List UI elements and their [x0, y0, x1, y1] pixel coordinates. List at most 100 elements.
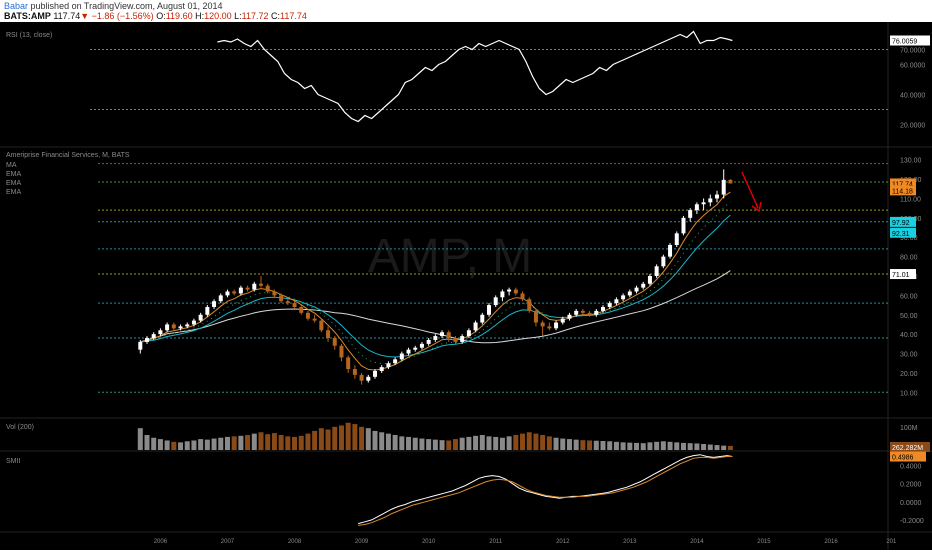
- candle-body: [359, 374, 364, 381]
- volume-bar: [385, 433, 391, 450]
- volume-bar: [647, 442, 653, 450]
- volume-bar: [137, 428, 143, 450]
- volume-bar: [426, 439, 432, 450]
- candle-body: [500, 291, 505, 298]
- candle-body: [540, 322, 545, 327]
- volume-bar: [587, 440, 593, 450]
- volume-bar: [566, 439, 572, 450]
- author-link[interactable]: Babar: [4, 1, 29, 11]
- candle-body: [446, 332, 451, 339]
- candle-body: [621, 295, 626, 300]
- price-tag-box: [890, 185, 916, 196]
- rsi-line: [217, 30, 733, 123]
- candle-body: [507, 289, 512, 292]
- volume-title: Vol (200): [6, 424, 34, 431]
- volume-bar: [654, 441, 660, 450]
- volume-bar: [667, 441, 673, 450]
- candle-body: [721, 179, 726, 195]
- volume-bar: [593, 440, 599, 450]
- down-arrow-icon: ▼: [80, 11, 90, 21]
- volume-bar: [298, 435, 304, 450]
- candle-body: [225, 291, 230, 296]
- smii-tick-label: 0.4000: [900, 464, 922, 471]
- candle-body: [460, 336, 465, 342]
- volume-bar: [479, 435, 485, 450]
- volume-bar: [365, 428, 371, 450]
- x-tick-label: 2013: [623, 539, 637, 545]
- high-label: H:: [195, 11, 205, 21]
- candle-body: [594, 310, 599, 315]
- x-tick-label: 2011: [489, 539, 503, 545]
- candle-body: [352, 369, 357, 375]
- volume-value-box: [890, 442, 930, 452]
- price-tick-label: 90.00: [900, 235, 918, 242]
- volume-bar: [553, 437, 559, 450]
- candle-body: [708, 198, 713, 203]
- volume-bar: [184, 441, 190, 450]
- volume-bar: [459, 437, 465, 450]
- chart-canvas[interactable]: AMP, M RSI (13, close) 70.0000 60.0000 40.00…: [0, 22, 932, 550]
- candle-body: [165, 324, 170, 331]
- watermark-symbol: AMP, M: [368, 230, 532, 283]
- price-tag-label: 71.01: [892, 272, 910, 279]
- volume-bar: [452, 439, 458, 450]
- volume-bar: [312, 430, 318, 450]
- symbol-line: BATS:AMP 117.74▼ −1.86 (−1.56%) O:119.60…: [4, 11, 307, 21]
- volume-bar: [224, 436, 230, 450]
- volume-bar: [157, 439, 163, 450]
- volume-bar: [345, 422, 351, 450]
- price-tick-label: 80.00: [900, 255, 918, 262]
- candle-body: [426, 339, 431, 344]
- volume-bar: [392, 435, 398, 450]
- x-tick-label: 2008: [288, 539, 302, 545]
- rsi-title: RSI (13, close): [6, 32, 52, 39]
- candle-body: [259, 283, 263, 286]
- volume-bar: [506, 436, 512, 450]
- rsi-tick-label: 60.0000: [900, 63, 925, 70]
- rsi-value-box: [890, 35, 930, 46]
- volume-bar: [687, 443, 693, 450]
- volume-bar: [419, 438, 425, 450]
- candle-body: [419, 343, 424, 348]
- price-tick-label: 30.00: [900, 352, 918, 359]
- rsi-tick-label: 70.0000: [900, 48, 925, 55]
- volume-bar: [714, 445, 720, 450]
- candle-body: [701, 202, 706, 205]
- volume-bar: [265, 434, 271, 450]
- candle-body: [654, 266, 659, 276]
- volume-bar: [251, 433, 257, 450]
- chart-area[interactable]: AMP, M RSI (13, close) 70.0000 60.0000 40.00…: [0, 22, 932, 550]
- indicator-label: EMA: [6, 189, 22, 196]
- volume-bar: [211, 438, 217, 450]
- candle-body: [554, 322, 559, 329]
- candle-body: [366, 376, 371, 381]
- candle-body: [232, 291, 237, 294]
- candle-body: [453, 338, 458, 342]
- candle-body: [473, 322, 478, 331]
- indicator-label: MA: [6, 162, 17, 169]
- indicator-label: EMA: [6, 171, 22, 178]
- volume-bar: [332, 426, 338, 450]
- volume-bar: [446, 440, 452, 450]
- candle-body: [433, 336, 438, 340]
- candle-body: [158, 330, 163, 335]
- volume-bar: [352, 424, 358, 450]
- x-tick-label: 2015: [757, 539, 771, 545]
- volume-bar: [540, 435, 546, 450]
- x-tick-label: 2010: [422, 539, 436, 545]
- red-arrow-head-icon: [751, 201, 762, 213]
- candle-body: [413, 347, 418, 350]
- candle-body: [305, 312, 310, 319]
- candle-body: [185, 324, 190, 327]
- price-tag-box: [890, 269, 916, 280]
- volume-bar: [432, 439, 438, 450]
- publish-header: Babar published on TradingView.com, Augu…: [0, 0, 932, 22]
- volume-value-label: 262.282M: [892, 445, 923, 452]
- volume-bar: [573, 439, 579, 450]
- open-value: 119.60: [165, 11, 193, 21]
- volume-bar: [513, 435, 519, 450]
- smii-tick-label: 0.0000: [900, 500, 922, 507]
- x-tick-label: 2007: [221, 539, 235, 545]
- candle-body: [614, 299, 619, 304]
- candle-body: [279, 295, 284, 302]
